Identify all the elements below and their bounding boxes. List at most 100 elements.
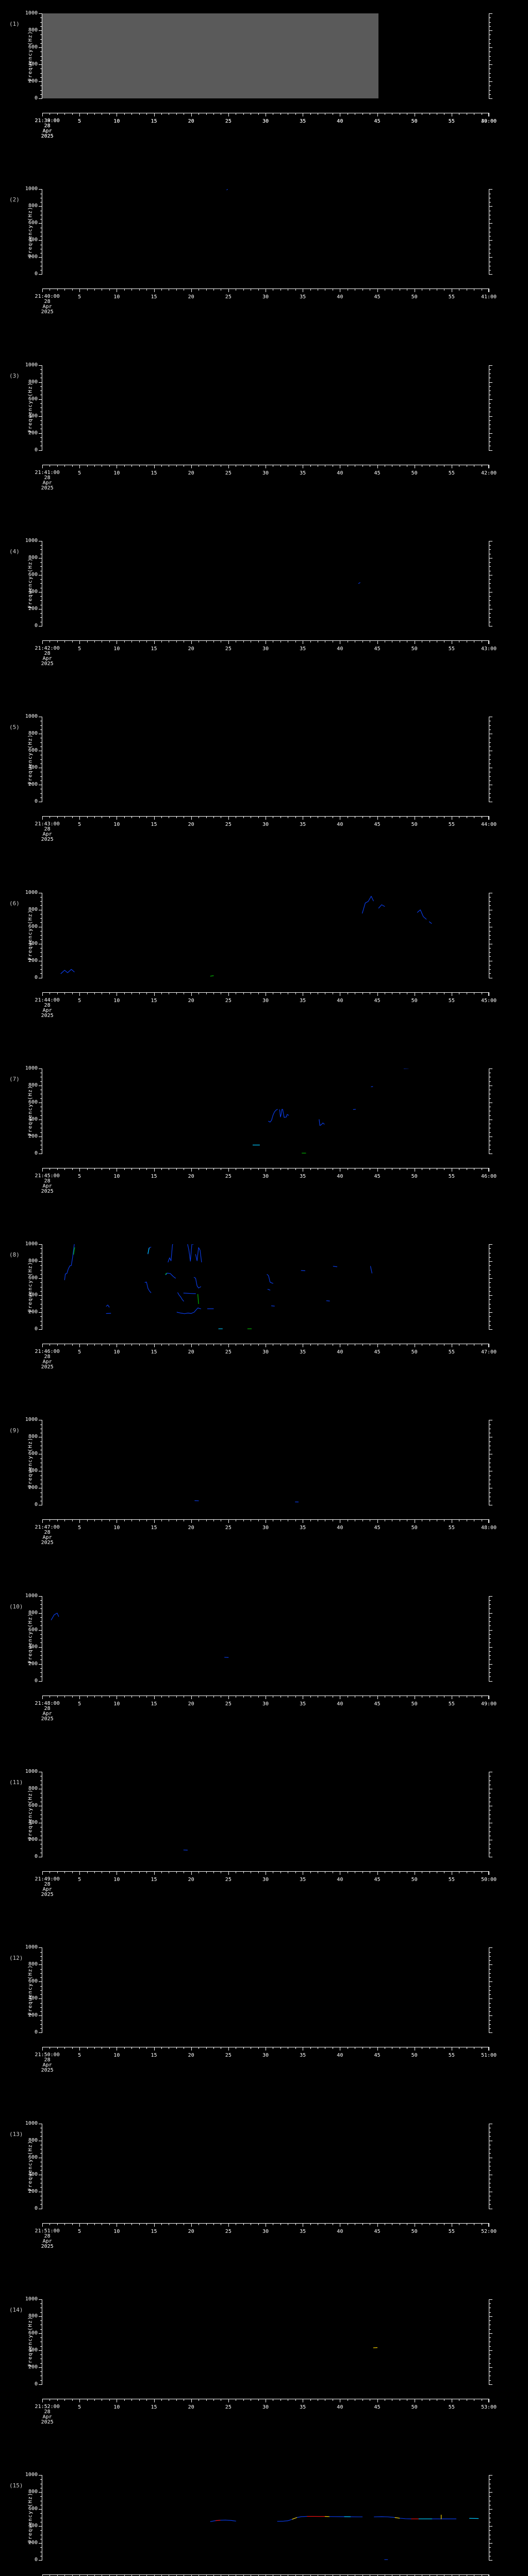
- x-tick-minor: [146, 113, 147, 115]
- x-tick-label: 49:00: [481, 1701, 497, 1707]
- panel-number: (4): [9, 548, 20, 555]
- y-tick-label: 400: [28, 2171, 38, 2177]
- x-tick-major: [191, 2047, 192, 2051]
- y-tick-major: [39, 1630, 42, 1631]
- x-tick-label: 21:49:00 28 Apr 2025: [35, 1876, 60, 1897]
- y-tick-label: 800: [28, 1609, 38, 1616]
- axis-rail-cap-right: [488, 464, 489, 468]
- x-tick-minor: [57, 2223, 58, 2225]
- x-tick-label: 44:00: [481, 822, 497, 828]
- x-tick-minor: [64, 1344, 65, 1346]
- axis-rail-cap-right: [488, 1344, 489, 1348]
- x-tick-minor: [87, 289, 88, 291]
- x-tick-major: [154, 992, 155, 996]
- x-tick-minor: [206, 2574, 207, 2576]
- y-tick-major-right: [489, 416, 492, 417]
- x-tick-label: 30: [262, 1349, 269, 1355]
- x-tick-minor: [131, 1344, 133, 1346]
- x-tick-minor: [258, 2223, 259, 2225]
- y-tick-minor-right: [489, 2363, 491, 2364]
- axis-rail-cap-right: [488, 1871, 489, 1875]
- y-tick-label: 200: [28, 78, 38, 84]
- x-tick-minor: [258, 1344, 259, 1346]
- y-tick-minor: [40, 579, 42, 580]
- y-tick-label: 400: [28, 2347, 38, 2353]
- x-tick-minor: [146, 816, 147, 819]
- y-tick-minor: [40, 1621, 42, 1622]
- y-tick-minor-right: [489, 73, 491, 74]
- x-tick-major: [191, 289, 192, 293]
- x-tick-major: [228, 1344, 229, 1348]
- y-tick-major-right: [489, 189, 492, 190]
- trace-canvas: [42, 1069, 489, 1154]
- x-tick-label: 25: [225, 118, 232, 124]
- y-tick-label: 800: [28, 27, 38, 33]
- y-tick-label: 800: [28, 731, 38, 737]
- x-tick-label: 30: [262, 118, 269, 124]
- x-axis-month: Apr: [42, 655, 52, 662]
- x-tick-minor: [280, 2223, 281, 2225]
- y-tick-major-right: [489, 399, 492, 400]
- plot-frame: 0 200 400 600 800 1000 Frequency (Hz) (10): [9, 1593, 492, 1683]
- x-tick-minor: [146, 2223, 147, 2225]
- x-tick-minor: [139, 2047, 140, 2049]
- x-tick-label: 45: [374, 1173, 381, 1179]
- x-tick-major: [42, 1344, 43, 1348]
- y-tick-minor-right: [489, 386, 491, 387]
- x-tick-minor: [87, 464, 88, 467]
- x-tick-minor: [161, 992, 162, 994]
- y-tick-minor: [40, 2479, 42, 2480]
- y-tick-minor-right: [489, 1265, 491, 1266]
- x-tick-label: 25: [225, 2053, 232, 2059]
- x-tick-label: 10: [113, 118, 120, 124]
- y-tick-minor-right: [489, 905, 491, 906]
- x-tick-minor: [139, 2223, 140, 2225]
- y-tick-minor: [40, 2337, 42, 2338]
- x-tick-minor: [124, 816, 125, 819]
- y-tick-minor-right: [489, 952, 491, 953]
- y-tick-minor-right: [489, 969, 491, 970]
- x-tick-label: 35: [300, 470, 306, 476]
- y-tick-minor: [40, 437, 42, 438]
- y-tick-label: 600: [28, 571, 38, 578]
- x-tick-minor: [87, 992, 88, 994]
- x-tick-minor: [131, 640, 133, 642]
- y-tick-minor-right: [489, 60, 491, 61]
- x-tick-minor: [139, 816, 140, 819]
- x-tick-minor: [213, 816, 214, 819]
- x-tick-major: [377, 816, 378, 820]
- x-tick-major: [79, 2398, 80, 2402]
- y-tick-label: 200: [28, 957, 38, 963]
- y-tick-label: 0: [34, 1677, 38, 1684]
- x-tick-label: 20: [188, 118, 194, 124]
- x-tick-minor: [362, 2574, 363, 2576]
- x-tick-label: 5: [78, 470, 81, 476]
- y-tick-label: 400: [28, 2523, 38, 2529]
- y-tick-major-right: [489, 2560, 492, 2561]
- trace-group: [42, 2475, 489, 2560]
- x-tick-major: [377, 2223, 378, 2227]
- x-tick-minor: [295, 2223, 296, 2225]
- x-tick-minor: [131, 1695, 133, 1698]
- x-tick-label: 21:46:00 28 Apr 2025: [35, 1349, 60, 1370]
- x-tick-minor: [146, 2047, 147, 2049]
- y-tick-minor: [40, 1638, 42, 1639]
- y-axis-title: Frequency (Hz): [27, 2316, 34, 2367]
- x-tick-minor: [124, 2223, 125, 2225]
- frequency-trace: [61, 969, 74, 973]
- y-tick-label: 400: [28, 61, 38, 67]
- plot-frame: 0 200 400 600 800 1000 Frequency (Hz) (6): [9, 890, 492, 980]
- x-axis-date: 28: [44, 1882, 51, 1887]
- x-axis-year: 2025: [41, 2067, 54, 2074]
- x-tick-label: 45: [374, 1525, 381, 1531]
- x-tick-label: 10: [113, 2404, 120, 2410]
- y-tick-minor-right: [489, 973, 491, 974]
- x-tick-minor: [131, 2398, 133, 2401]
- trace-canvas: [42, 1772, 489, 1857]
- y-axis-title: Frequency (Hz): [27, 734, 34, 785]
- x-axis-month: Apr: [42, 128, 52, 134]
- x-tick-label: 20: [188, 2053, 194, 2059]
- x-tick-minor: [213, 113, 214, 115]
- y-tick-minor-right: [489, 562, 491, 563]
- x-tick-minor: [176, 1167, 177, 1170]
